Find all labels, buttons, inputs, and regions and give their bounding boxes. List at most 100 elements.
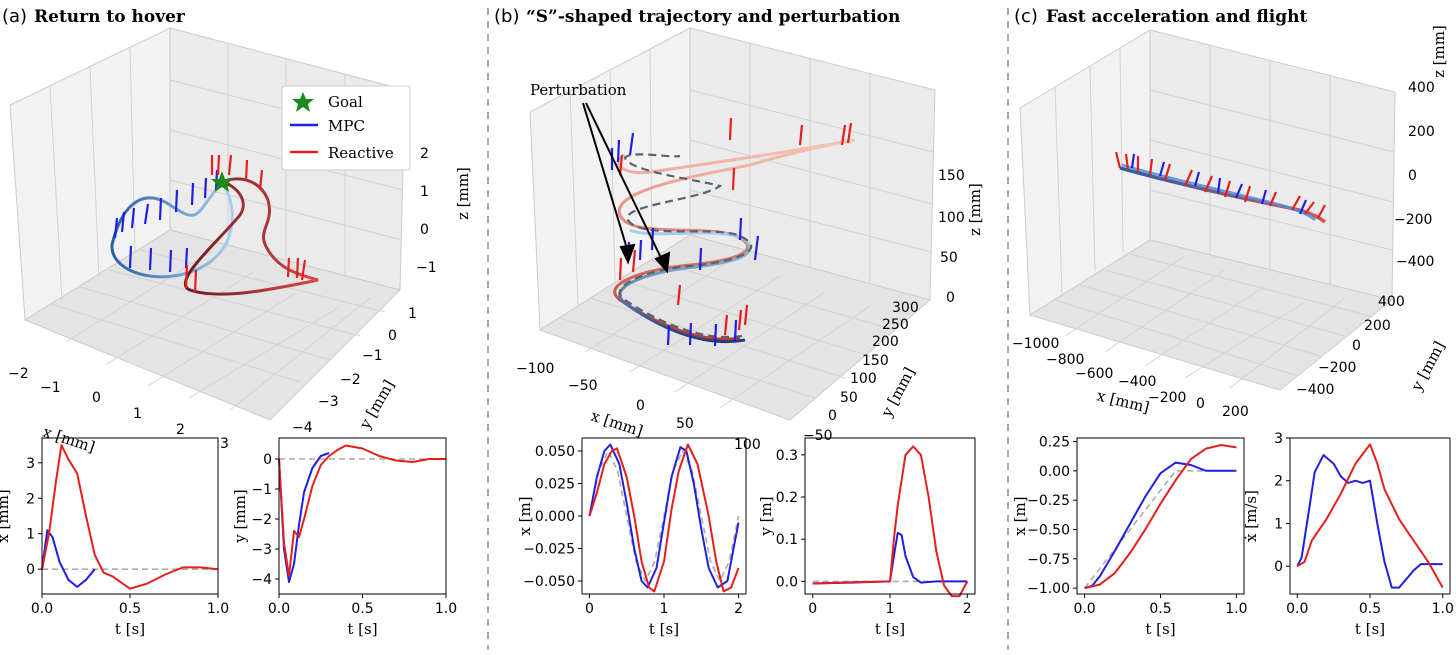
ytick-label: 0.000	[535, 509, 575, 525]
gridline	[1054, 47, 1124, 294]
xtick-label: 1.0	[1225, 601, 1247, 617]
panel-title: Fast acceleration and flight	[1046, 7, 1307, 27]
gridline	[1209, 45, 1331, 285]
ytick-label: 0.0	[776, 574, 798, 590]
yaxis-label: y [mm]	[231, 489, 249, 543]
xtick-label: 1	[886, 601, 895, 617]
trajectory-mpc	[618, 228, 751, 344]
yaxis-label: x [mm]	[0, 489, 12, 542]
xaxis-label: t [s]	[1145, 620, 1175, 638]
ytick: 50	[840, 390, 858, 406]
gridline	[1149, 89, 1395, 251]
legend-reactive: Reactive	[328, 144, 394, 162]
series-mpc	[1084, 461, 1237, 590]
xtick: 1	[133, 406, 142, 422]
ytick-label: 0.00	[1039, 464, 1070, 480]
xtick-label: 2	[734, 601, 743, 617]
ylabel: y [mm]	[877, 364, 918, 420]
ytick-label: 0	[1274, 559, 1283, 575]
xtick: −2	[8, 366, 29, 382]
xtick: −400	[1118, 374, 1156, 390]
gridline	[1064, 255, 1346, 389]
xtick-label: 2	[963, 601, 972, 617]
ztick: 100	[938, 210, 965, 226]
xaxis-label: t [s]	[115, 620, 145, 638]
xtick: 3	[220, 436, 229, 452]
ytick-label: 0.25	[1039, 435, 1070, 451]
legend-mpc: MPC	[328, 117, 365, 135]
xaxis-label: t [s]	[347, 620, 377, 638]
zlabel: z [mm]	[966, 183, 984, 236]
plot-b-y: 0 1 2 0.0 0.1 0.2 0.3 t [s] y [m]	[757, 437, 976, 638]
ytick-label: −2	[251, 512, 272, 528]
ztick: 0	[946, 290, 955, 306]
ytick: 400	[1378, 294, 1405, 310]
xtick-label: 1.0	[1432, 601, 1454, 617]
xtick: 0	[1196, 396, 1205, 412]
trajectory-reactive	[613, 138, 856, 341]
ytick-label: 0.050	[535, 444, 575, 460]
series-mpc	[588, 443, 740, 589]
series-mpc	[41, 529, 96, 588]
view3d-a: Goal MPC Reactive −2 −1 0 1 2 3 x [mm] −…	[8, 27, 472, 457]
xtick: 2	[176, 422, 185, 438]
ytick-label: −0.75	[1027, 552, 1070, 568]
xtick: −200	[1148, 390, 1186, 406]
xtick: −800	[1046, 352, 1084, 368]
xtick-label: 0.5	[351, 601, 373, 617]
xtick: 100	[734, 437, 761, 453]
ytick-label: −0.25	[1027, 493, 1070, 509]
ytick: 1	[408, 306, 417, 322]
ytick-label: 0.3	[776, 448, 798, 464]
ytick-label: 0.1	[776, 532, 798, 548]
series-reference	[1083, 470, 1237, 589]
trajectory-reactive	[183, 177, 319, 296]
ytick: 0	[388, 328, 397, 344]
ylabel: y [mm]	[1407, 338, 1448, 394]
legend-goal: Goal	[328, 93, 363, 111]
view3d-c: −1000 −800 −600 −400 −200 0 200 x [mm] −…	[1012, 25, 1449, 420]
ytick: −400	[1296, 382, 1334, 398]
panel-title: “S”-shaped trajectory and perturbation	[526, 7, 900, 27]
ytick: 0	[828, 408, 837, 424]
plot-frame	[41, 437, 219, 595]
trajectory-mpc	[110, 181, 234, 279]
ytick-label: −1	[251, 482, 272, 498]
xtick: 50	[676, 416, 694, 432]
ytick-label: −0.50	[1027, 522, 1070, 538]
legend-goal-icon	[292, 92, 314, 112]
ytick-label: −0.050	[523, 574, 575, 590]
yaxis-label: ẋ [m/s]	[1242, 490, 1260, 542]
ztick: 0	[420, 222, 429, 238]
ztick: −200	[1394, 212, 1432, 228]
ytick-label: 0	[263, 452, 272, 468]
gridline	[1054, 253, 1371, 377]
gridline	[569, 48, 653, 307]
xaxis-label: t [s]	[649, 620, 679, 638]
xtick: −100	[516, 361, 554, 377]
panel-title: Return to hover	[34, 7, 186, 27]
attitude-arrows-reactive	[618, 117, 853, 336]
plot-frame	[1289, 437, 1451, 595]
panel-label: (a)	[2, 6, 27, 27]
attitude-arrows-mpc	[1130, 153, 1308, 215]
ztick: 200	[1408, 124, 1435, 140]
xtick-label: 0	[585, 601, 594, 617]
series-reactive	[812, 445, 969, 598]
series-reactive	[278, 444, 446, 577]
xaxis-label: t [s]	[1355, 620, 1385, 638]
xtick-label: 0.5	[119, 601, 141, 617]
ytick-label: 3	[1274, 431, 1283, 447]
ztick: 1	[420, 184, 429, 200]
ytick-label: −3	[251, 542, 272, 558]
ztick: 0	[1408, 168, 1417, 184]
yaxis-label: x [m]	[516, 496, 534, 535]
gridline	[50, 249, 386, 383]
xlabel: x [mm]	[41, 423, 97, 457]
xtick-label: 0.0	[1286, 601, 1308, 617]
xtick: −50	[568, 378, 598, 394]
gridline	[689, 89, 934, 253]
plot-a-x: 0.0 0.5 1.0 0 1 2 3 t [s] x [mm]	[0, 437, 229, 638]
attitude-arrows-reactive	[184, 154, 307, 293]
ztick: 400	[1408, 80, 1435, 96]
